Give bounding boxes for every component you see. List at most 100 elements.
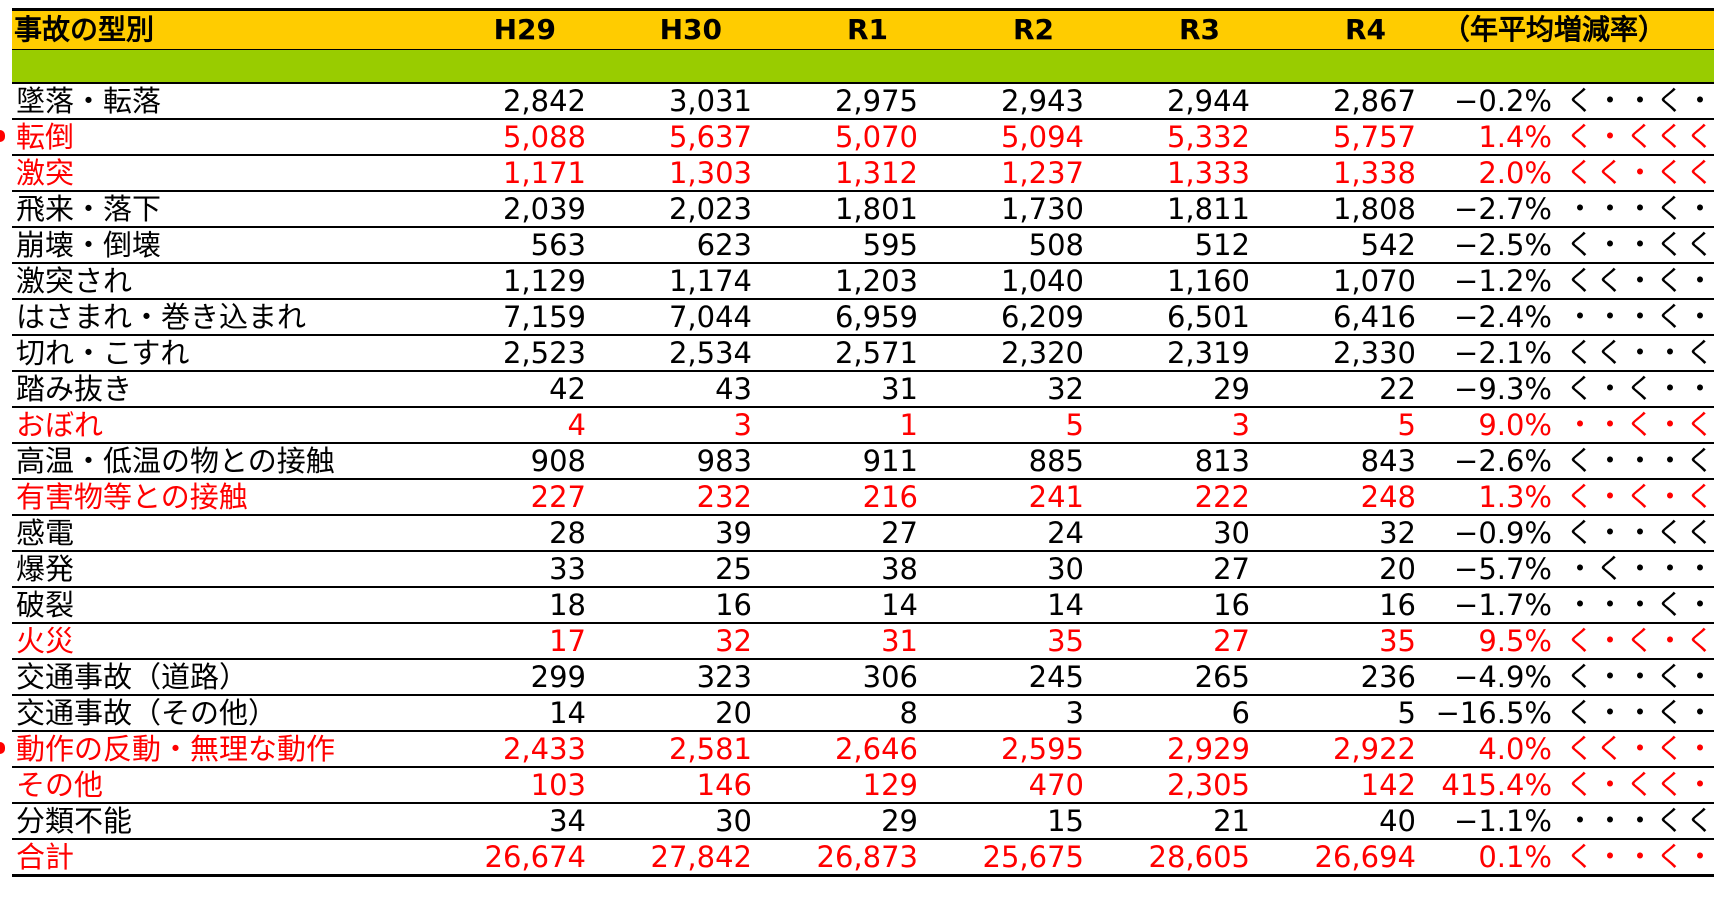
row-value-h30: 146 — [602, 767, 768, 804]
row-value-r2: 15 — [934, 803, 1100, 840]
row-value-r3: 27 — [1100, 551, 1266, 588]
row-annual-rate: −0.9% — [1432, 515, 1560, 552]
row-value-r4: 1,808 — [1266, 191, 1432, 228]
row-value-h30: 983 — [602, 443, 768, 480]
row-value-h29: 4 — [472, 407, 602, 444]
row-value-r2: 470 — [934, 767, 1100, 804]
row-value-h29: 563 — [472, 227, 602, 264]
row-accident-type: 爆発 — [12, 551, 472, 588]
row-value-h30: 323 — [602, 659, 768, 696]
row-value-r4: 35 — [1266, 623, 1432, 660]
row-trend-marks: ・・・くく — [1560, 803, 1715, 840]
row-value-r3: 30 — [1100, 515, 1266, 552]
row-value-r4: 16 — [1266, 587, 1432, 624]
row-value-r2: 25,675 — [934, 839, 1100, 877]
row-value-h30: 16 — [602, 587, 768, 624]
row-value-h30: 5,637 — [602, 119, 768, 156]
row-accident-type: 交通事故（その他） — [12, 695, 472, 732]
row-value-r3: 2,319 — [1100, 335, 1266, 372]
row-value-r1: 1,203 — [768, 263, 934, 300]
red-edge-marker — [0, 130, 5, 142]
row-accident-type: 交通事故（道路） — [12, 659, 472, 696]
row-annual-rate: −2.4% — [1432, 299, 1560, 336]
row-trend-marks: くく・く・ — [1560, 263, 1715, 300]
table-row: 動作の反動・無理な動作 2,433 2,581 2,646 2,595 2,929 2,92… — [12, 731, 1715, 768]
row-trend-marks: く・く・・ — [1560, 371, 1715, 408]
row-value-h29: 2,039 — [472, 191, 602, 228]
table-row: 火災 17 32 31 35 27 35 9.5% く・く・く — [12, 623, 1715, 660]
row-value-h30: 1,174 — [602, 263, 768, 300]
row-value-h29: 299 — [472, 659, 602, 696]
row-annual-rate: 9.5% — [1432, 623, 1560, 660]
row-trend-marks: く・・くく — [1560, 515, 1715, 552]
row-trend-marks: く・く・く — [1560, 623, 1715, 660]
row-value-r4: 20 — [1266, 551, 1432, 588]
row-value-r3: 813 — [1100, 443, 1266, 480]
row-value-r2: 241 — [934, 479, 1100, 516]
row-value-h30: 32 — [602, 623, 768, 660]
row-value-h29: 34 — [472, 803, 602, 840]
green-band-row — [12, 49, 1715, 84]
row-trend-marks: くく・く・ — [1560, 731, 1715, 768]
row-value-r1: 1,312 — [768, 155, 934, 192]
row-value-h29: 908 — [472, 443, 602, 480]
row-value-r1: 129 — [768, 767, 934, 804]
row-value-h29: 103 — [472, 767, 602, 804]
table-row: おぼれ 4 3 1 5 3 5 9.0% ・・く・く — [12, 407, 1715, 444]
row-value-r1: 29 — [768, 803, 934, 840]
row-value-r1: 1,801 — [768, 191, 934, 228]
row-annual-rate: −2.6% — [1432, 443, 1560, 480]
table-row: 破裂 18 16 14 14 16 16 −1.7% ・・・く・ — [12, 587, 1715, 624]
row-value-h29: 7,159 — [472, 299, 602, 336]
row-value-r1: 26,873 — [768, 839, 934, 877]
table-body: 墜落・転落 2,842 3,031 2,975 2,943 2,944 2,867 −0.2%… — [12, 83, 1715, 877]
row-annual-rate: 1.3% — [1432, 479, 1560, 516]
row-accident-type: 動作の反動・無理な動作 — [12, 731, 472, 768]
row-value-r2: 35 — [934, 623, 1100, 660]
row-trend-marks: く・・・く — [1560, 443, 1715, 480]
row-value-r3: 1,160 — [1100, 263, 1266, 300]
row-value-h30: 43 — [602, 371, 768, 408]
row-value-r3: 6,501 — [1100, 299, 1266, 336]
row-value-r3: 21 — [1100, 803, 1266, 840]
row-value-r3: 16 — [1100, 587, 1266, 624]
row-value-r2: 14 — [934, 587, 1100, 624]
row-annual-rate: −2.5% — [1432, 227, 1560, 264]
row-accident-type: 有害物等との接触 — [12, 479, 472, 516]
row-value-h29: 26,674 — [472, 839, 602, 877]
row-value-r1: 14 — [768, 587, 934, 624]
row-value-h29: 1,171 — [472, 155, 602, 192]
row-trend-marks: ・・く・く — [1560, 407, 1715, 444]
row-accident-type: 合計 — [12, 839, 472, 877]
green-band — [12, 49, 1715, 84]
row-value-r4: 5 — [1266, 407, 1432, 444]
table-row: その他 103 146 129 470 2,305 142 415.4% く・くく・ — [12, 767, 1715, 804]
row-value-r2: 1,237 — [934, 155, 1100, 192]
row-value-r2: 24 — [934, 515, 1100, 552]
row-trend-marks: く・・く・ — [1560, 83, 1715, 120]
row-annual-rate: −5.7% — [1432, 551, 1560, 588]
row-value-r1: 38 — [768, 551, 934, 588]
row-value-r2: 2,943 — [934, 83, 1100, 120]
row-value-r3: 222 — [1100, 479, 1266, 516]
table-row: 交通事故（道路） 299 323 306 245 265 236 −4.9% く・・く・ — [12, 659, 1715, 696]
row-accident-type: おぼれ — [12, 407, 472, 444]
table-row: 交通事故（その他） 14 20 8 3 6 5 −16.5% く・・く・ — [12, 695, 1715, 732]
row-accident-type: 高温・低温の物との接触 — [12, 443, 472, 480]
row-value-r2: 508 — [934, 227, 1100, 264]
row-value-h29: 5,088 — [472, 119, 602, 156]
row-value-r4: 6,416 — [1266, 299, 1432, 336]
table-row: 激突され 1,129 1,174 1,203 1,040 1,160 1,070 −1.2% く… — [12, 263, 1715, 300]
row-trend-marks: く・・く・ — [1560, 695, 1715, 732]
row-value-r1: 5,070 — [768, 119, 934, 156]
table-row: 高温・低温の物との接触 908 983 911 885 813 843 −2.6% く・・・く — [12, 443, 1715, 480]
row-value-r2: 2,320 — [934, 335, 1100, 372]
row-value-h29: 2,523 — [472, 335, 602, 372]
row-annual-rate: 9.0% — [1432, 407, 1560, 444]
row-value-h29: 2,842 — [472, 83, 602, 120]
row-value-r4: 22 — [1266, 371, 1432, 408]
table-row: 有害物等との接触 227 232 216 241 222 248 1.3% く・く・く — [12, 479, 1715, 516]
row-accident-type: はさまれ・巻き込まれ — [12, 299, 472, 336]
row-annual-rate: 0.1% — [1432, 839, 1560, 877]
row-trend-marks: く・くくく — [1560, 119, 1715, 156]
